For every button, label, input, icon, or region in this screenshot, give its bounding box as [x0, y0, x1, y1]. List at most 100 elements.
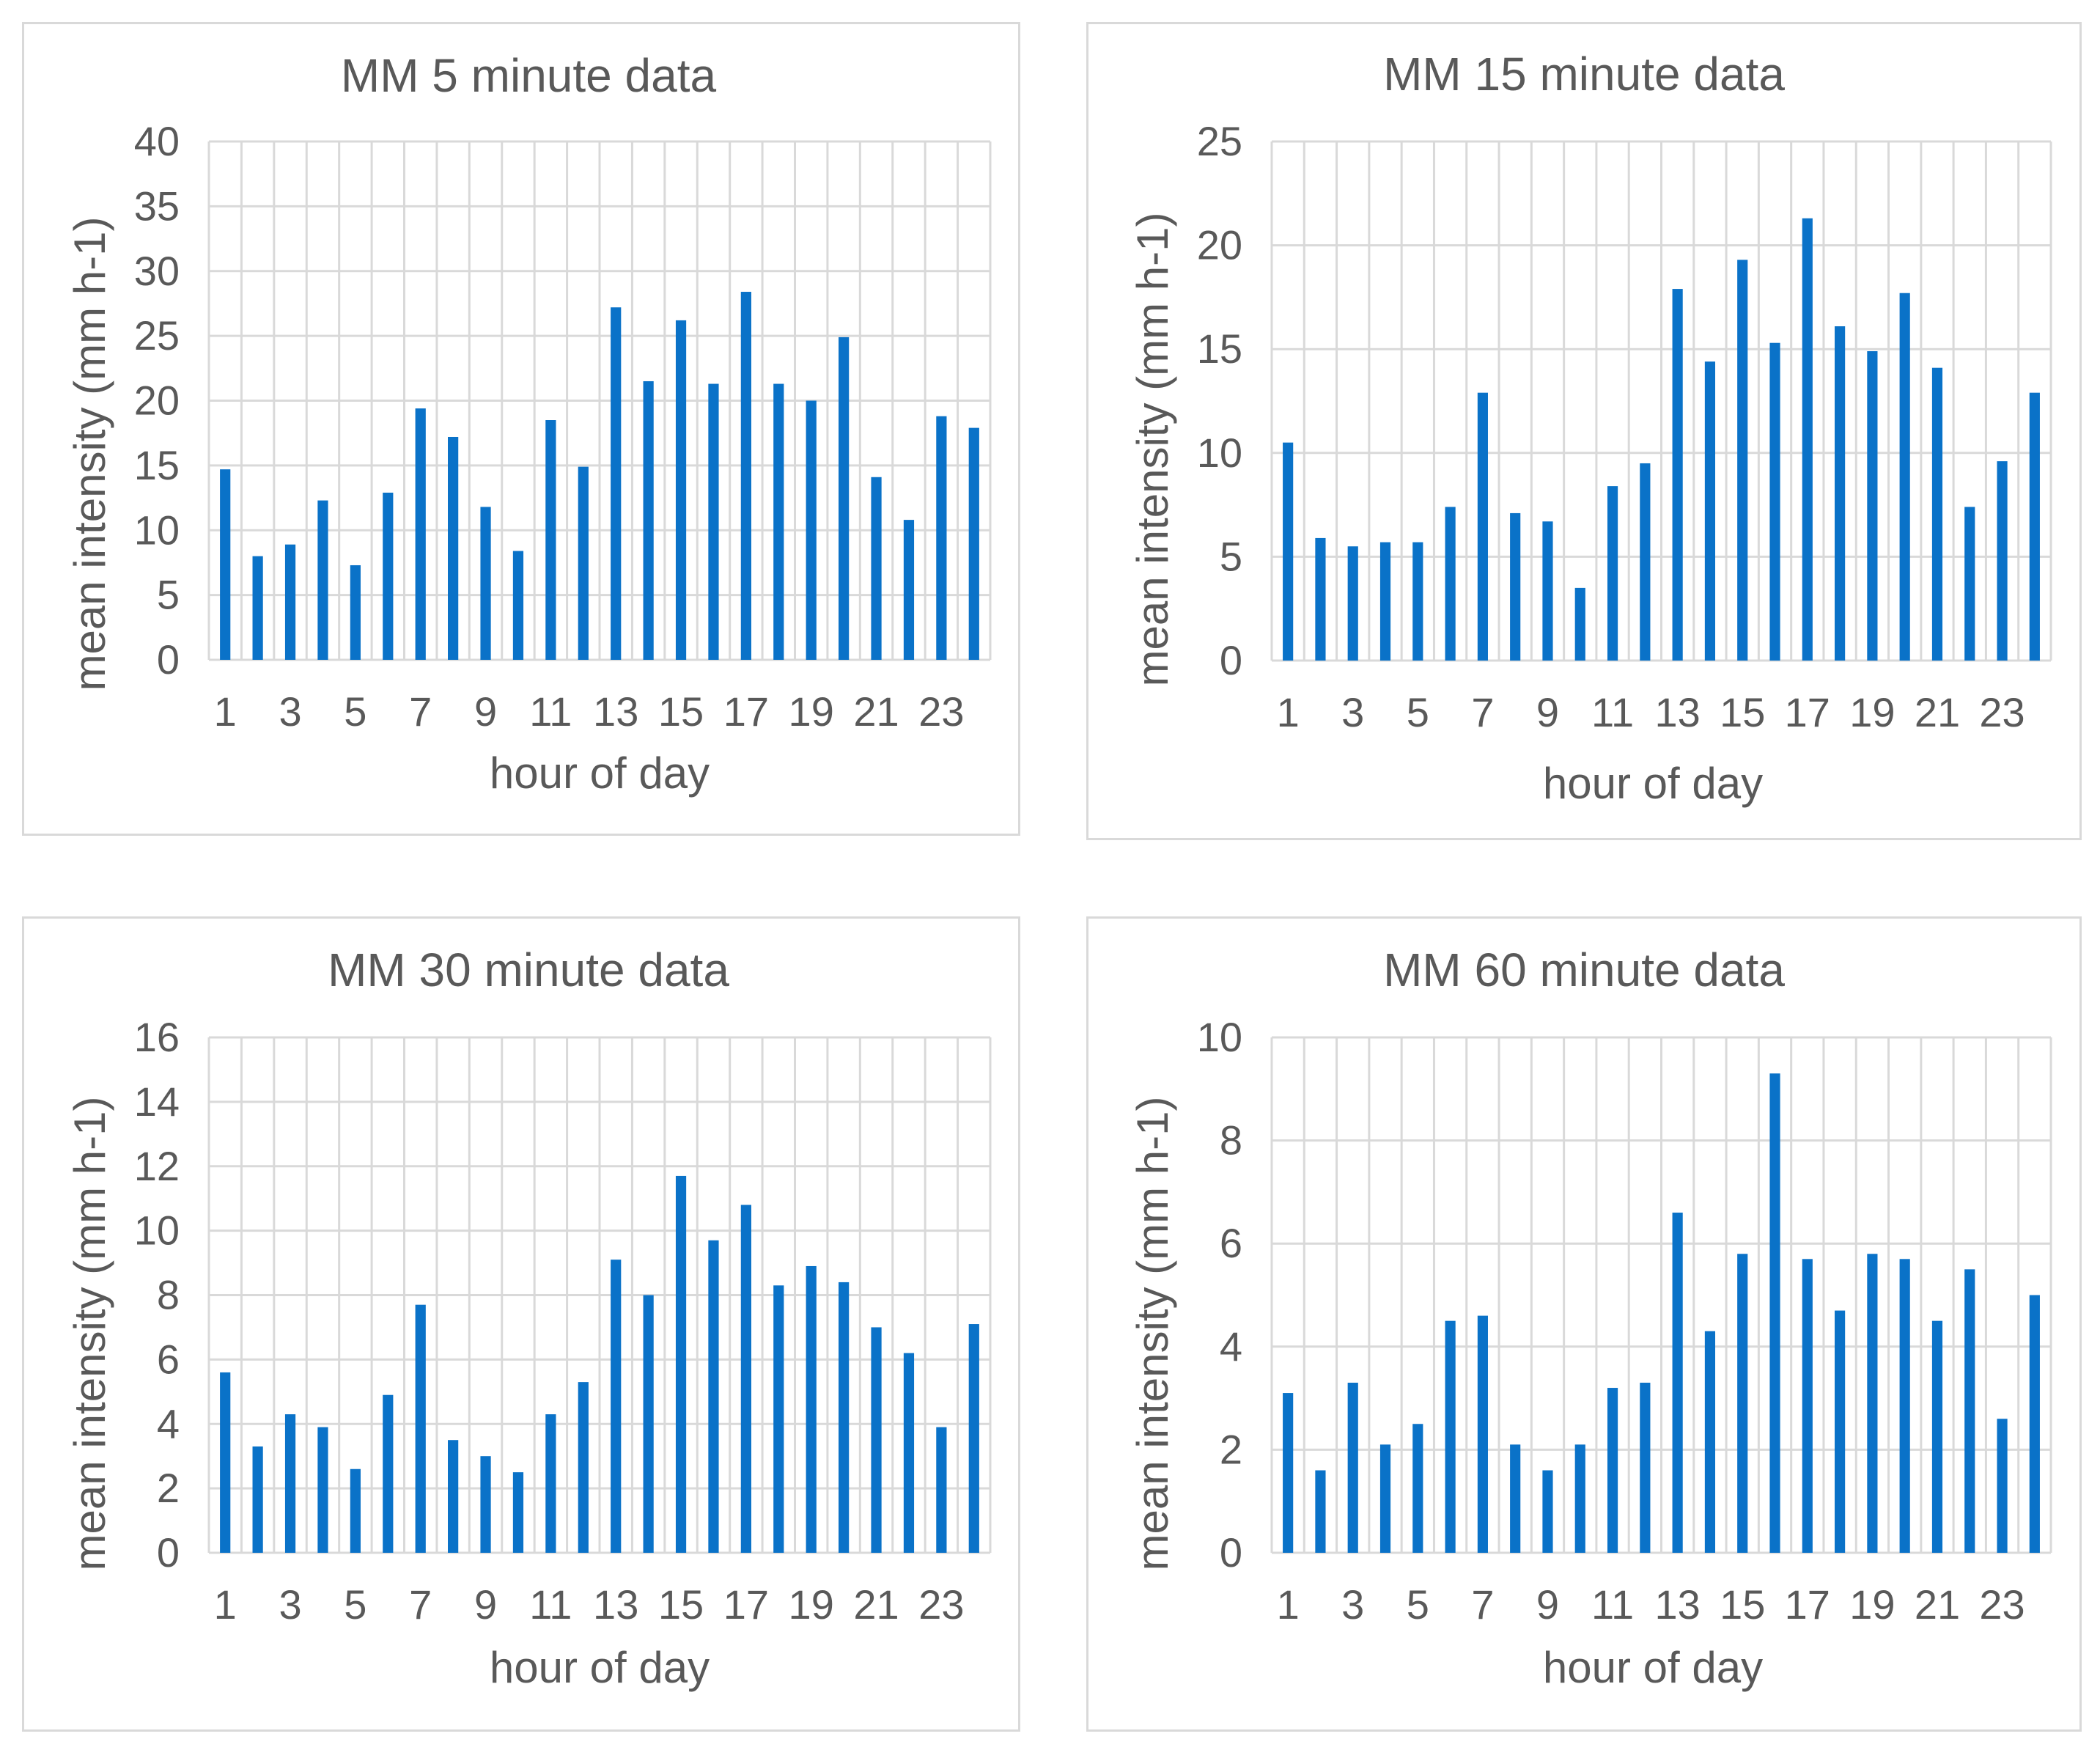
bar-hour-24 [968, 1324, 979, 1553]
x-tick-label: 19 [1849, 1581, 1895, 1628]
x-tick-label: 1 [214, 688, 237, 735]
bar-hour-15 [1737, 1254, 1748, 1553]
bar-hour-24 [968, 427, 979, 660]
x-tick-label: 11 [529, 1581, 572, 1628]
x-tick-label: 21 [1915, 689, 1960, 735]
bar-hour-22 [1964, 507, 1975, 661]
bar-hour-3 [1347, 1383, 1358, 1553]
x-tick-label: 23 [1979, 1581, 2025, 1628]
y-tick-label: 40 [134, 118, 180, 164]
bar-hour-21 [871, 477, 882, 660]
bar-hour-5 [350, 565, 361, 660]
x-tick-label: 9 [1536, 689, 1559, 735]
x-tick-label: 23 [918, 688, 964, 735]
x-tick-label: 1 [1277, 689, 1300, 735]
bar-hour-1 [1283, 1393, 1294, 1553]
bar-hour-10 [512, 1472, 524, 1553]
x-tick-label: 21 [853, 1581, 899, 1628]
bar-hour-14 [643, 380, 654, 660]
chart-title: MM 5 minute data [341, 49, 717, 102]
x-tick-label: 15 [658, 1581, 704, 1628]
bar-hour-12 [1640, 1383, 1651, 1553]
bar-hour-10 [1574, 587, 1585, 661]
x-tick-label: 15 [1720, 689, 1765, 735]
y-tick-label: 25 [1197, 118, 1242, 164]
x-tick-label: 1 [214, 1581, 237, 1628]
bar-hour-2 [252, 556, 263, 660]
bar-hour-23 [1997, 461, 2008, 661]
y-axis-title: mean intensity (mm h-1) [65, 217, 114, 691]
y-tick-label: 15 [134, 442, 180, 488]
x-axis-title: hour of day [490, 1643, 710, 1692]
bar-hour-12 [1640, 463, 1651, 661]
y-tick-label: 14 [134, 1078, 180, 1125]
x-tick-label: 19 [789, 688, 834, 735]
bar-hour-17 [1802, 218, 1813, 661]
y-tick-label: 10 [134, 507, 180, 553]
y-tick-label: 20 [134, 378, 180, 424]
bar-hour-3 [284, 1414, 296, 1553]
bar-hour-2 [1315, 537, 1326, 661]
bar-hour-13 [1672, 289, 1683, 661]
bar-hour-16 [1769, 1073, 1780, 1553]
bar-hour-8 [1510, 512, 1521, 661]
bar-hour-8 [1510, 1444, 1521, 1553]
bar-hour-18 [1835, 326, 1846, 661]
bar-hour-15 [675, 1175, 687, 1553]
y-tick-label: 35 [134, 183, 180, 229]
bar-hour-20 [1899, 293, 1910, 661]
bar-hour-15 [675, 320, 687, 660]
x-tick-label: 19 [1849, 689, 1895, 735]
chart-5min: MM 5 minute data hour of day mean intens… [65, 49, 992, 798]
bar-hour-16 [708, 383, 719, 660]
bar-hour-2 [1315, 1470, 1326, 1553]
x-tick-label: 13 [593, 688, 638, 735]
y-tick-label: 10 [134, 1207, 180, 1254]
bar-hour-17 [1802, 1259, 1813, 1553]
bar-hour-13 [1672, 1213, 1683, 1553]
bar-hour-17 [740, 292, 751, 660]
y-tick-label: 0 [157, 1529, 180, 1576]
x-tick-label: 15 [658, 688, 704, 735]
bar-hour-7 [1477, 1315, 1488, 1553]
x-tick-label: 7 [409, 1581, 432, 1628]
y-axis-title: mean intensity (mm h-1) [1128, 1097, 1177, 1571]
y-tick-label: 0 [157, 636, 180, 683]
x-tick-label: 17 [723, 1581, 769, 1628]
x-axis-title: hour of day [1543, 1643, 1763, 1692]
x-tick-label: 17 [1785, 689, 1830, 735]
x-axis-title: hour of day [490, 749, 710, 798]
y-tick-label: 0 [1220, 637, 1242, 683]
x-tick-label: 11 [1591, 1581, 1634, 1628]
bar-hour-18 [773, 1285, 784, 1553]
bar-hour-16 [708, 1240, 719, 1553]
bar-hour-22 [903, 520, 915, 660]
bar-hour-22 [903, 1353, 915, 1553]
y-tick-label: 6 [1220, 1220, 1242, 1266]
bar-hour-24 [2029, 1295, 2040, 1553]
bar-hour-9 [1542, 1470, 1553, 1553]
bar-hour-7 [415, 408, 426, 660]
x-tick-label: 21 [853, 688, 899, 735]
bar-hour-11 [1607, 1388, 1618, 1553]
x-axis-title: hour of day [1543, 759, 1763, 808]
bar-hour-7 [1477, 392, 1488, 661]
bar-hour-23 [1997, 1419, 2008, 1553]
bar-hour-22 [1964, 1269, 1975, 1553]
bar-hour-20 [1899, 1259, 1910, 1553]
x-tick-label: 3 [1341, 1581, 1364, 1628]
bar-hour-11 [1607, 486, 1618, 661]
y-axis-title: mean intensity (mm h-1) [1128, 213, 1177, 687]
y-tick-label: 0 [1220, 1529, 1242, 1576]
bar-hour-18 [1835, 1310, 1846, 1553]
x-tick-label: 7 [1471, 689, 1494, 735]
y-tick-label: 2 [1220, 1426, 1242, 1472]
bar-hour-9 [480, 507, 491, 660]
chart-15min: MM 15 minute data hour of day mean inten… [1128, 48, 2052, 808]
bar-hour-9 [480, 1456, 491, 1553]
y-tick-label: 8 [1220, 1117, 1242, 1163]
x-tick-label: 3 [1341, 689, 1364, 735]
x-tick-label: 7 [1471, 1581, 1494, 1628]
x-tick-label: 11 [529, 688, 572, 735]
bar-hour-13 [611, 1260, 622, 1553]
